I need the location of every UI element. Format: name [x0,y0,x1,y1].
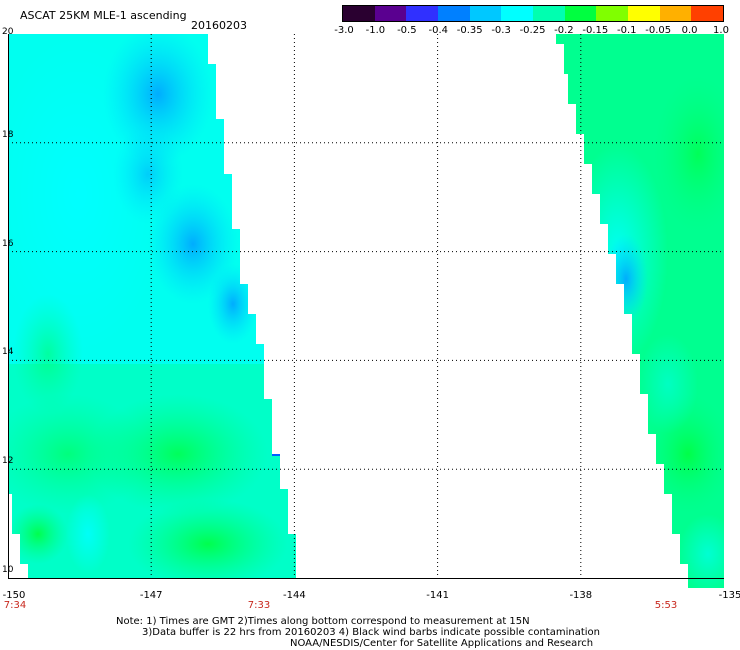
pass-time-label: 5:53 [654,600,678,611]
latitude-label: 14 [2,347,14,358]
colorbar-segment [469,6,502,21]
longitude-label: -150 [2,590,26,601]
longitude-label: -144 [283,590,306,601]
latitude-label: 20 [2,27,14,37]
pass-time-label: 7:33 [247,600,271,611]
longitude-label: -147 [139,590,163,601]
colorbar-tick-label: 0.0 [681,25,698,36]
colorbar-segment [501,6,534,21]
note-line-1: Note: 1) Times are GMT 2)Times along bot… [116,616,530,627]
map-title: ASCAT 25KM MLE-1 ascending [20,9,187,22]
colorbar-tick-label: -0.1 [616,25,637,36]
colorbar-tick-label: -0.25 [519,25,546,36]
longitude-label: -138 [569,590,593,601]
colorbar-tick-label: -3.0 [334,25,354,36]
colorbar-segment [374,6,407,21]
left-swath [8,34,296,578]
latitude-label: 12 [2,456,14,467]
colorbar-tick-label: -0.15 [582,25,609,36]
longitude-label: -141 [426,590,449,601]
colorbar-tick-label: -0.5 [397,25,417,36]
colorbar-tick-label: 1.0 [713,25,729,36]
graticule [8,34,724,578]
color-scale-labels: -3.0 -1.0 -0.5 -0.4 -0.35 -0.3 -0.25 -0.2 -0.15-… [0,25,740,39]
colorbar-segment [406,6,439,21]
colorbar-segment [564,6,597,21]
colorbar-tick-label: -0.2 [554,25,574,36]
note-line-3: NOAA/NESDIS/Center for Satellite Applica… [290,638,594,649]
right-swath [556,34,724,588]
colorbar-segment [691,6,724,21]
colorbar-tick-label: -0.3 [491,25,511,36]
note-line-2: 3)Data buffer is 22 hrs from 20160203 4)… [142,627,600,638]
latitude-label: 16 [2,238,14,249]
colorbar-tick-label: -0.35 [456,25,483,36]
colorbar-segment [343,6,376,21]
map-date: 20160203 [191,19,247,32]
latitude-label: 18 [2,129,14,140]
colorbar-tick-label: -1.0 [365,25,386,36]
color-scale-bar [342,5,724,22]
longitude-label: -135 [718,590,740,601]
pass-time-label: 7:34 [3,600,27,611]
wind-map-plot [8,34,724,588]
latitude-label: 10 [2,565,14,575]
colorbar-tick-label: -0.05 [645,25,672,36]
colorbar-segment [659,6,692,21]
colorbar-tick-label: -0.4 [428,25,449,36]
colorbar-segment [628,6,661,21]
colorbar-segment [438,6,471,21]
colorbar-segment [533,6,566,21]
colorbar-segment [596,6,629,21]
